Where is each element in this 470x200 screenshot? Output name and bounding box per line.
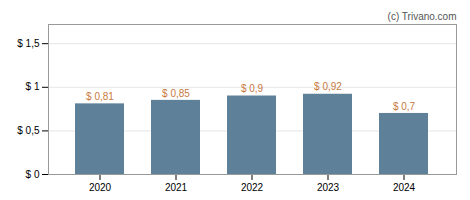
svg-text:2023: 2023 [317,182,340,193]
svg-text:$ 0,9: $ 0,9 [241,83,264,94]
svg-text:2020: 2020 [89,182,112,193]
svg-text:$ 0,7: $ 0,7 [393,101,416,112]
svg-text:$ 0,85: $ 0,85 [162,88,190,99]
svg-text:2021: 2021 [165,182,188,193]
svg-text:$ 1,5: $ 1,5 [17,38,40,49]
svg-text:2024: 2024 [393,182,416,193]
svg-text:$ 0,81: $ 0,81 [86,91,114,102]
svg-text:$ 0,92: $ 0,92 [314,81,342,92]
svg-text:$ 0,5: $ 0,5 [17,125,40,136]
svg-text:(c) Trivano.com: (c) Trivano.com [388,11,457,22]
svg-text:$ 0: $ 0 [26,169,40,180]
svg-text:$ 1: $ 1 [26,81,40,92]
svg-text:2022: 2022 [241,182,264,193]
